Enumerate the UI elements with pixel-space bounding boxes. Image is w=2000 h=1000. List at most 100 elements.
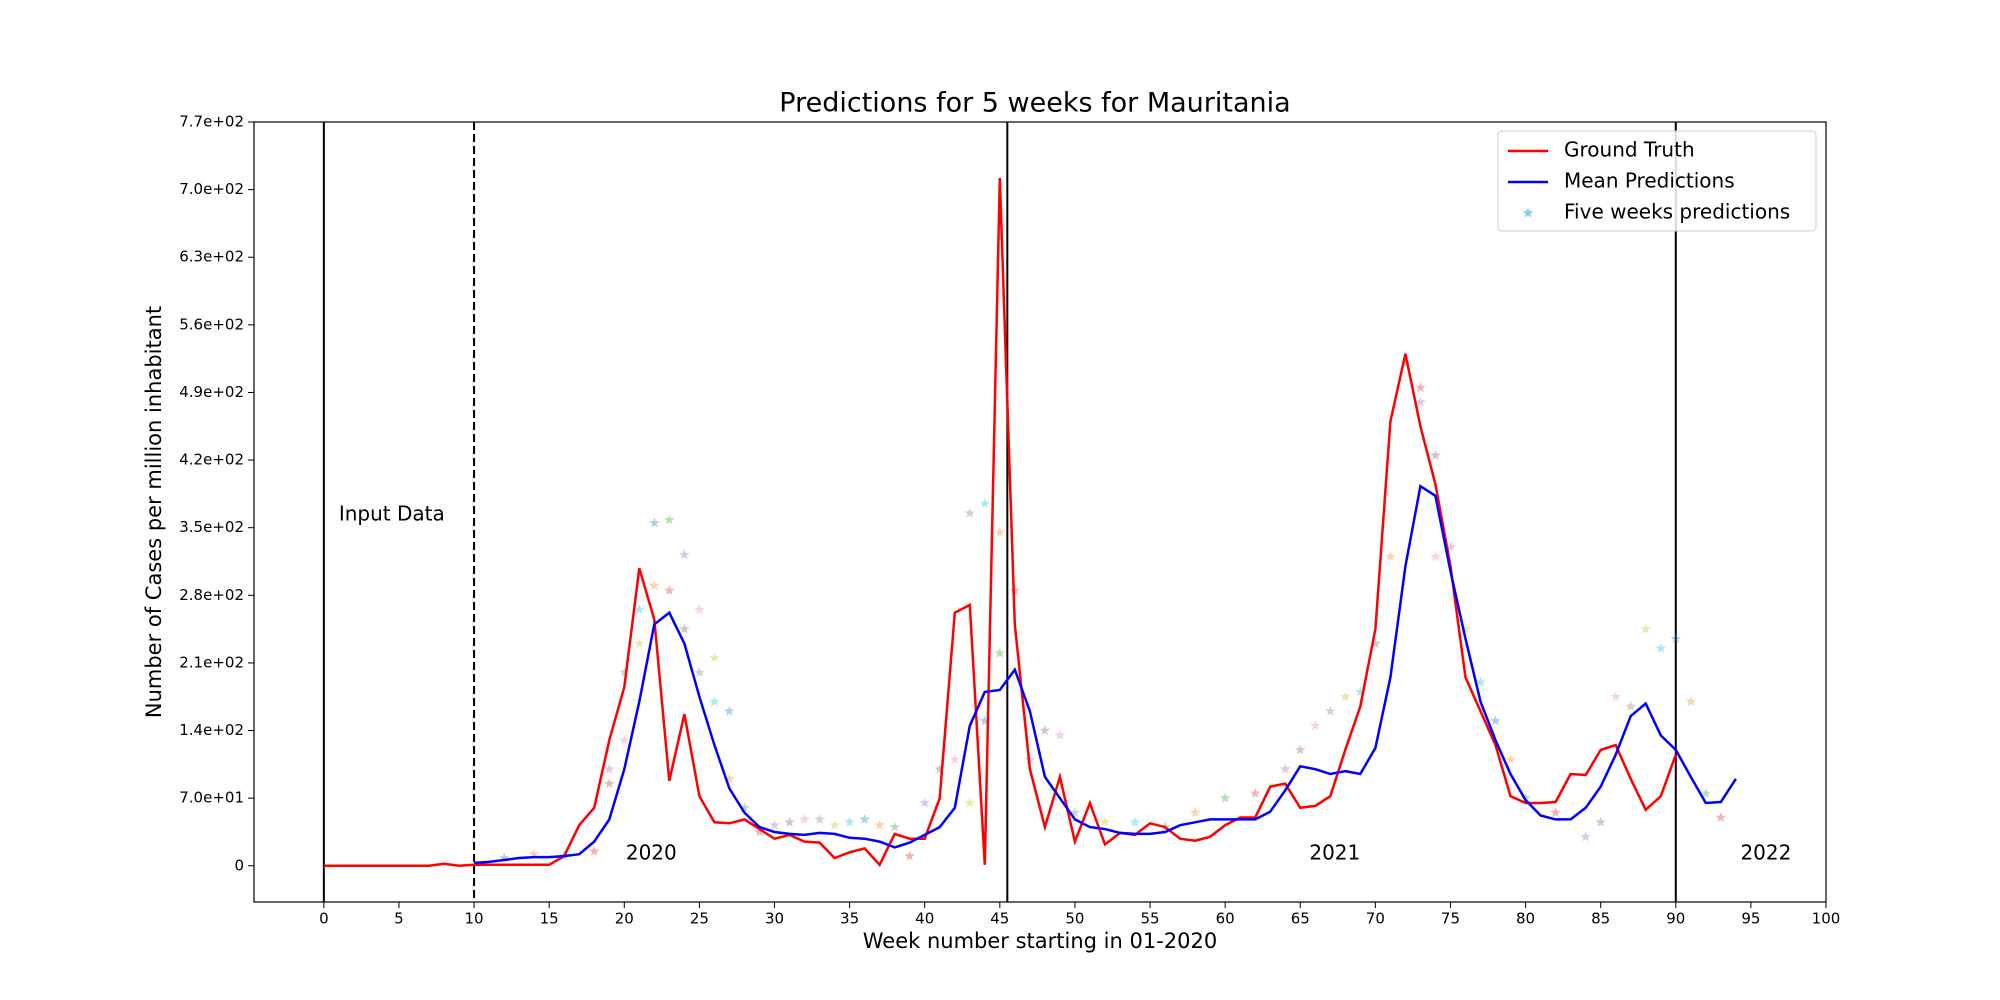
- prediction-point: [1250, 787, 1261, 798]
- prediction-point: [799, 813, 810, 824]
- prediction-point: [1295, 744, 1306, 755]
- prediction-point: [619, 734, 630, 745]
- prediction-point: [1415, 396, 1426, 407]
- chart-title: Predictions for 5 weeks for Mauritania: [779, 88, 1290, 119]
- prediction-point: [889, 821, 900, 832]
- prediction-point: [754, 826, 765, 837]
- prediction-point: [1610, 691, 1621, 702]
- x-tick-label: 85: [1591, 910, 1610, 928]
- y-tick-label: 6.3e+02: [179, 248, 244, 266]
- prediction-point: [874, 819, 885, 830]
- prediction-point: [934, 763, 945, 774]
- x-tick-label: 25: [690, 910, 709, 928]
- x-tick-label: 35: [840, 910, 859, 928]
- prediction-point: [994, 647, 1005, 658]
- prediction-point: [1039, 725, 1051, 735]
- prediction-point: [814, 813, 825, 824]
- x-tick-label: 45: [990, 910, 1009, 928]
- annotation: 2021: [1309, 840, 1360, 864]
- prediction-point: [1625, 700, 1636, 711]
- y-tick-label: 5.6e+02: [179, 315, 244, 333]
- plot-frame: [253, 121, 1827, 903]
- legend-label: Ground Truth: [1564, 138, 1695, 162]
- x-tick-label: 100: [1812, 910, 1841, 928]
- prediction-point: [1640, 623, 1651, 634]
- prediction-point: [1310, 720, 1321, 731]
- annotation: Input Data: [339, 501, 445, 525]
- prediction-point: [964, 507, 975, 518]
- legend-box: [1497, 130, 1817, 232]
- prediction-point: [1219, 792, 1231, 803]
- x-tick-label: 70: [1366, 910, 1385, 928]
- x-tick-label: 80: [1516, 910, 1535, 928]
- x-tick-label: 30: [765, 910, 784, 928]
- prediction-point: [769, 819, 780, 830]
- x-tick-label: 40: [915, 910, 934, 928]
- prediction-point: [1460, 623, 1471, 634]
- prediction-point: [1655, 642, 1666, 653]
- prediction-point: [498, 852, 510, 863]
- prediction-point: [1370, 638, 1381, 649]
- legend-marker: [1522, 207, 1534, 218]
- x-tick-label: 60: [1216, 910, 1235, 928]
- prediction-point: [1430, 551, 1441, 562]
- y-tick-label: 4.2e+02: [179, 451, 244, 469]
- prediction-point: [1129, 816, 1141, 827]
- x-tick-label: 0: [319, 910, 329, 928]
- prediction-point: [589, 845, 600, 856]
- prediction-point: [1415, 382, 1426, 393]
- annotation: 2020: [626, 840, 677, 864]
- prediction-point: [904, 850, 915, 861]
- prediction-point: [1099, 816, 1111, 827]
- x-tick-label: 90: [1666, 910, 1685, 928]
- prediction-point: [679, 623, 690, 634]
- prediction-point: [1715, 812, 1727, 822]
- prediction-point: [649, 580, 660, 591]
- x-tick-label: 5: [394, 910, 404, 928]
- prediction-point: [694, 667, 705, 677]
- y-tick-label: 1.4e+02: [179, 721, 244, 739]
- prediction-point: [979, 498, 990, 508]
- y-tick-label: 4.9e+02: [179, 383, 244, 401]
- prediction-point: [1670, 633, 1681, 644]
- prediction-point: [739, 802, 750, 813]
- prediction-point: [724, 773, 735, 784]
- prediction-point: [1595, 816, 1606, 827]
- x-tick-label: 50: [1065, 910, 1084, 928]
- prediction-point: [709, 696, 720, 706]
- y-tick-label: 7.7e+02: [179, 113, 244, 131]
- prediction-point: [784, 816, 795, 827]
- prediction-point: [664, 585, 675, 595]
- y-tick-label: 2.8e+02: [179, 586, 244, 604]
- y-tick-label: 0: [234, 856, 244, 874]
- legend-label: Mean Predictions: [1564, 169, 1735, 193]
- prediction-point: [1445, 541, 1456, 552]
- prediction-point: [1550, 807, 1561, 818]
- y-tick-label: 2.1e+02: [179, 653, 244, 671]
- x-tick-label: 15: [540, 910, 559, 928]
- prediction-point: [1355, 686, 1366, 697]
- prediction-point: [679, 549, 690, 560]
- prediction-point: [859, 813, 870, 824]
- prediction-point: [1475, 676, 1486, 687]
- prediction-point: [1340, 691, 1351, 702]
- prediction-point: [634, 638, 645, 649]
- x-tick-label: 65: [1291, 910, 1310, 928]
- prediction-point: [1490, 715, 1501, 726]
- x-tick-label: 10: [465, 910, 484, 928]
- y-tick-label: 7.0e+02: [179, 180, 244, 198]
- prediction-point: [724, 705, 735, 716]
- prediction-point: [1325, 705, 1336, 716]
- prediction-point: [1189, 807, 1201, 818]
- prediction-point: [709, 652, 720, 663]
- prediction-point: [1054, 729, 1066, 740]
- prediction-point: [964, 797, 975, 808]
- y-tick-label: 3.5e+02: [179, 518, 244, 536]
- prediction-point: [664, 514, 675, 525]
- prediction-point: [1400, 358, 1411, 368]
- x-tick-label: 20: [615, 910, 634, 928]
- prediction-point: [604, 763, 615, 774]
- annotation: 2022: [1740, 840, 1791, 864]
- prediction-point: [919, 797, 930, 808]
